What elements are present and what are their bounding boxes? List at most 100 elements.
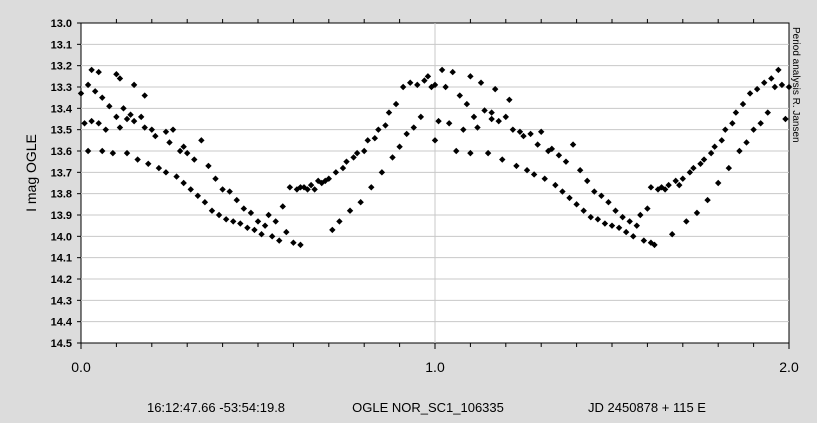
data-point (612, 207, 619, 214)
data-point (431, 137, 439, 144)
data-point (729, 120, 736, 127)
y-tick-label: 13.9 (51, 210, 72, 222)
data-point (442, 83, 449, 91)
data-point (630, 233, 637, 240)
side-note: Period analysis R. Jansen (790, 27, 801, 143)
data-point (343, 158, 350, 165)
data-point (378, 169, 386, 176)
data-point (176, 147, 184, 155)
data-point (212, 175, 219, 182)
y-tick-label: 13.4 (51, 103, 73, 115)
data-point (778, 81, 786, 89)
data-point (332, 169, 340, 176)
data-point (113, 113, 120, 121)
data-point (251, 226, 258, 234)
data-point (300, 184, 308, 191)
data-point (513, 162, 520, 170)
footer-object-name: OGLE NOR_SC1_106335 (352, 400, 504, 415)
data-point (545, 147, 552, 155)
data-point (559, 188, 566, 195)
data-point (162, 169, 170, 176)
data-point (711, 143, 718, 150)
data-point (99, 94, 106, 101)
data-point (668, 231, 676, 238)
y-tick-label: 14.4 (51, 317, 73, 329)
data-point (84, 81, 92, 89)
data-point (421, 77, 428, 84)
data-point (470, 113, 478, 121)
data-point (261, 222, 269, 229)
data-point (339, 164, 347, 172)
data-point (601, 220, 609, 227)
data-point (626, 218, 633, 225)
data-point (116, 124, 124, 131)
data-point (247, 209, 255, 217)
y-axis-ticks: 13.0 13.1 13.2 13.3 13.4 13.5 13.6 13.7 13.8 13.9… (51, 18, 81, 350)
data-point (279, 203, 286, 210)
data-point (350, 154, 357, 161)
data-point (130, 117, 138, 125)
data-point (445, 120, 453, 127)
data-point (81, 120, 88, 127)
y-tick-label: 14.5 (51, 338, 72, 350)
data-point (651, 241, 658, 249)
x-axis-minor-ticks (115, 19, 755, 347)
data-point (137, 113, 145, 121)
data-point (173, 173, 180, 180)
data-point (587, 213, 594, 221)
data-point (474, 124, 481, 131)
data-point (180, 143, 187, 150)
data-point (123, 149, 131, 157)
data-point (307, 181, 315, 189)
data-point (392, 100, 400, 108)
data-point (622, 228, 630, 236)
x-tick-label: 2.0 (779, 359, 799, 375)
data-point (141, 92, 148, 99)
data-point (619, 213, 626, 221)
data-point (598, 192, 605, 199)
x-axis-ticks: 0.0 1.0 2.0 (71, 343, 799, 375)
data-point (180, 179, 187, 187)
data-point (686, 169, 694, 176)
data-point (608, 222, 616, 229)
data-point (615, 224, 623, 231)
data-point (562, 158, 570, 165)
data-point (399, 83, 407, 91)
data-point (265, 211, 272, 219)
data-point (753, 85, 761, 93)
y-axis-label: I mag OGLE (23, 134, 39, 212)
data-point (205, 162, 212, 170)
data-point (764, 109, 771, 116)
data-point (573, 201, 580, 208)
y-tick-label: 13.8 (51, 189, 72, 201)
data-point (633, 222, 640, 229)
data-point (530, 171, 538, 178)
data-point (750, 126, 757, 133)
data-point (237, 220, 244, 227)
data-point (509, 126, 517, 133)
data-point (591, 188, 598, 195)
data-point (516, 128, 524, 135)
data-point (272, 218, 279, 225)
data-point (700, 156, 708, 163)
data-point (290, 239, 297, 246)
y-tick-label: 14.0 (51, 231, 72, 243)
data-point (520, 132, 527, 140)
data-point (697, 160, 704, 167)
y-tick-label: 13.2 (51, 61, 72, 73)
data-point (456, 92, 463, 99)
data-point (580, 207, 587, 214)
data-point (375, 126, 382, 133)
data-point (661, 186, 669, 193)
data-point (552, 181, 559, 189)
data-point (325, 175, 332, 182)
data-point (233, 196, 240, 204)
data-point (757, 120, 764, 127)
data-point (113, 71, 120, 78)
data-point (169, 126, 177, 133)
data-point (230, 218, 237, 225)
data-point (736, 147, 743, 155)
data-point (194, 192, 202, 199)
data-point (106, 103, 113, 110)
